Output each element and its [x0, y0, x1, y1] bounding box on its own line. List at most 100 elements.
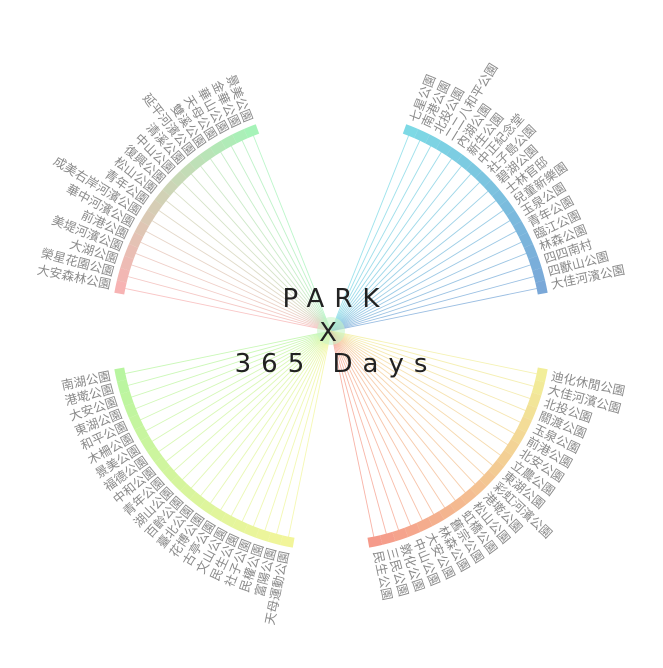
arc-segment — [517, 416, 532, 433]
spoke-line — [330, 330, 542, 376]
spoke-line — [330, 197, 500, 332]
arc-segment — [535, 280, 548, 295]
spoke-line — [123, 274, 332, 332]
spoke-line — [131, 251, 332, 332]
spoke-line — [162, 197, 332, 332]
spoke-line — [251, 131, 332, 332]
spoke-line — [330, 330, 505, 459]
arc-segment — [512, 220, 528, 237]
spoke-line — [330, 147, 445, 332]
spoke-line — [131, 330, 332, 411]
spoke-line — [207, 330, 332, 508]
arc-segment — [416, 517, 433, 532]
arc-segment — [531, 379, 545, 396]
spoke-line — [187, 330, 332, 492]
arc-segment — [479, 470, 496, 487]
spoke-line — [197, 162, 332, 332]
spoke-line — [239, 330, 332, 527]
spoke-line — [330, 207, 508, 332]
spoke-line — [330, 170, 475, 332]
arc-segment — [435, 140, 452, 156]
arc-segment — [162, 180, 179, 197]
arc-segment — [456, 154, 473, 171]
arc-segment — [120, 391, 134, 407]
spoke-lines — [120, 131, 542, 542]
arc-segment — [414, 128, 430, 144]
spoke-line — [330, 330, 525, 425]
arc-segment — [491, 189, 508, 206]
arc-segment — [162, 465, 179, 482]
arc-segment — [496, 449, 513, 467]
spoke-line — [330, 330, 401, 535]
arc-segment — [199, 499, 216, 515]
spoke-line — [330, 330, 376, 542]
arc-segment — [475, 170, 492, 187]
title-line-x: X — [319, 318, 347, 348]
arc-segment — [446, 147, 463, 163]
arc-segment — [255, 528, 271, 542]
arc-segment — [470, 479, 487, 496]
spoke-line — [330, 330, 448, 513]
spoke-line — [178, 330, 332, 484]
arc-segment — [180, 162, 197, 179]
arc-segment — [114, 367, 127, 382]
arc-segment — [199, 147, 216, 163]
spoke-line — [287, 330, 332, 542]
spoke-line — [120, 287, 332, 332]
arc-segment — [535, 367, 548, 383]
arc-segment — [404, 522, 421, 538]
arc-segment — [147, 446, 163, 463]
arc-segment — [280, 535, 295, 548]
arc-segment — [392, 527, 409, 542]
spoke-line — [330, 141, 434, 332]
spoke-line — [170, 330, 332, 475]
arc-segment — [427, 510, 445, 527]
spoke-line — [197, 330, 332, 500]
park-labels: 大安森林公園榮星花園公園大湖公園美堤河濱公園前港公園華中河濱公園成美右岸河濱公園… — [36, 61, 627, 627]
arc-segment — [180, 483, 197, 500]
arc-segments — [114, 124, 548, 548]
arc-segment — [402, 124, 419, 139]
spoke-line — [330, 330, 519, 437]
arc-segment — [243, 124, 260, 139]
spoke-line — [126, 262, 332, 332]
spoke-line — [330, 330, 479, 488]
arc-segment — [114, 280, 127, 295]
arc-segment — [527, 392, 542, 409]
spoke-line — [330, 228, 521, 332]
arc-segment — [267, 532, 283, 546]
arc-segment — [523, 243, 538, 260]
arc-segment — [488, 460, 505, 477]
arc-segment — [210, 140, 227, 156]
arc-segment — [134, 220, 150, 237]
arc-segment — [154, 456, 171, 473]
spoke-line — [330, 330, 388, 539]
spoke-line — [251, 330, 332, 531]
spoke-line — [228, 330, 332, 521]
spoke-line — [330, 330, 539, 388]
spoke-line — [330, 330, 513, 448]
arc-segment — [522, 404, 538, 421]
spoke-line — [262, 330, 332, 536]
spoke-line — [141, 228, 332, 332]
spoke-line — [330, 131, 411, 332]
arc-segment — [220, 512, 237, 528]
arc-segment — [439, 504, 456, 520]
spoke-line — [187, 170, 332, 332]
spoke-line — [330, 330, 531, 413]
spoke-line — [330, 217, 515, 332]
arc-segment — [449, 496, 467, 513]
spoke-line — [162, 330, 332, 465]
spoke-line — [154, 330, 332, 455]
arc-segment — [460, 488, 477, 505]
arc-segment — [379, 531, 396, 545]
spoke-line — [154, 207, 332, 332]
arc-segment — [124, 402, 139, 419]
arc-segment — [147, 199, 163, 216]
spoke-line — [330, 135, 423, 332]
spoke-line — [330, 154, 455, 332]
arc-segment — [189, 154, 206, 171]
arc-segment — [499, 199, 515, 216]
arc-segment — [232, 128, 248, 144]
